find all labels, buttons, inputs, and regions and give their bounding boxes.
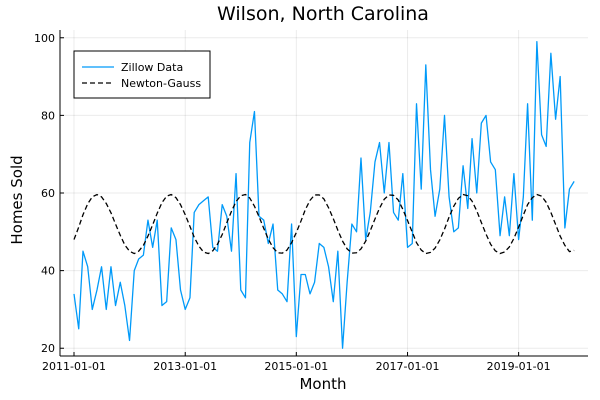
legend: Zillow Data Newton-Gauss	[73, 50, 211, 99]
chart-title: Wilson, North Carolina	[217, 3, 429, 25]
x-tick-label: 2019-01-01	[487, 360, 551, 373]
y-axis-title: Homes Sold	[8, 155, 26, 244]
legend-label-zillow: Zillow Data	[121, 61, 183, 74]
series-lines	[73, 40, 575, 349]
series-line-newton-gauss	[73, 193, 575, 255]
legend-label-newton-gauss: Newton-Gauss	[121, 77, 201, 90]
x-tick-label: 2011-01-01	[42, 360, 106, 373]
x-tick-label: 2015-01-01	[264, 360, 328, 373]
x-tick-label: 2017-01-01	[376, 360, 440, 373]
x-tick-label: 2013-01-01	[153, 360, 217, 373]
y-tick-label: 60	[41, 187, 55, 200]
x-axis-title: Month	[299, 375, 346, 393]
y-tick-label: 20	[41, 342, 55, 355]
y-tick-label: 80	[41, 109, 55, 122]
legend-box	[73, 50, 211, 99]
y-tick-label: 100	[34, 32, 55, 45]
x-ticks: 2011-01-01 2013-01-01 2015-01-01 2017-01-01…	[42, 352, 551, 373]
series-line-zillow-data	[73, 40, 575, 349]
y-ticks: 20 40 60 80 100	[34, 32, 64, 355]
y-tick-label: 40	[41, 265, 55, 278]
